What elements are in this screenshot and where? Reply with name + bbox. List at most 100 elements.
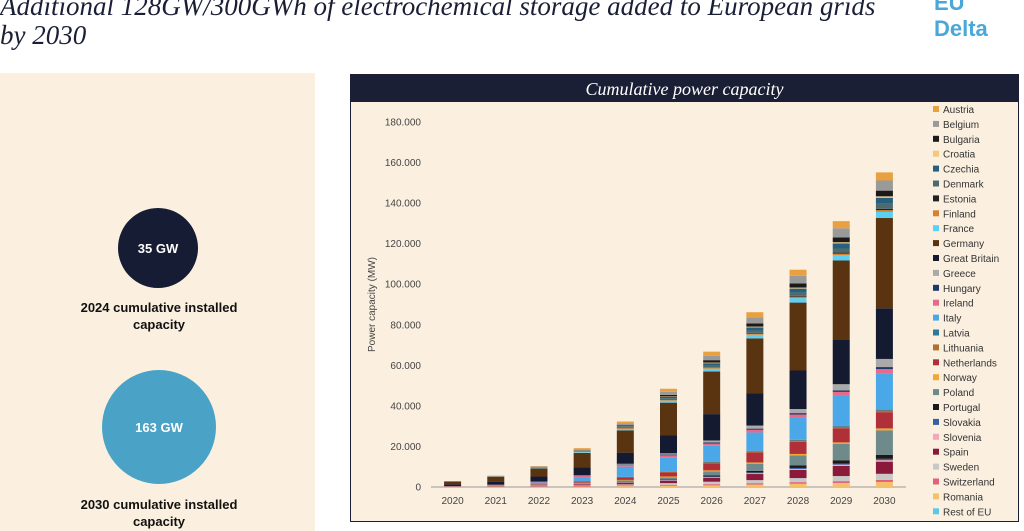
bar-segment-finland xyxy=(789,296,807,299)
bar-segment-ireland xyxy=(875,369,893,374)
bar-segment-croatia xyxy=(789,287,807,289)
bar-segment-sweden xyxy=(832,476,850,482)
bar-segment-norway xyxy=(789,453,807,456)
bar-segment-austria xyxy=(703,351,721,356)
y-tick-label: 40.000 xyxy=(390,401,421,412)
bar-segment-norway xyxy=(746,462,764,464)
capacity-2030-circle: 163 GW xyxy=(102,370,216,484)
legend-swatch xyxy=(933,269,939,276)
bar-segment-slovenia xyxy=(832,464,850,466)
bar-segment-italy xyxy=(789,417,807,440)
legend-item: Switzerland xyxy=(943,478,995,489)
bar-segment-germany xyxy=(573,452,591,468)
bar-segment-germany xyxy=(530,468,548,477)
bar-segment-great-britain xyxy=(660,435,677,454)
bar-segment-latvia xyxy=(703,461,721,463)
legend-item: Hungary xyxy=(943,284,981,295)
bar-segment-ireland xyxy=(530,481,548,483)
bar-segment-czechia xyxy=(789,288,807,293)
bar-segment-germany xyxy=(616,430,634,453)
legend-item: Portugal xyxy=(943,403,980,414)
bar-segment-great-britain xyxy=(875,308,893,359)
brand-logo: EU Delta xyxy=(934,0,988,41)
legend-item: Great Britain xyxy=(943,254,999,265)
y-tick-label: 120.000 xyxy=(385,239,422,250)
bar-segment-austria xyxy=(746,312,764,318)
legend-item: Netherlands xyxy=(943,358,997,369)
bar-segment-hungary xyxy=(746,428,764,430)
bar-segment-germany xyxy=(444,481,462,485)
legend-item: Estonia xyxy=(943,194,977,205)
bar-segment-latvia xyxy=(832,425,850,427)
bar-segment-sweden xyxy=(703,481,721,485)
bar-segment-norway xyxy=(832,442,850,445)
bar-segment-belgium xyxy=(746,317,764,324)
legend-swatch xyxy=(933,329,939,336)
bar-segment-france xyxy=(832,255,850,261)
legend-swatch xyxy=(933,255,939,261)
bar-segment-portugal xyxy=(789,465,807,468)
bar-segment-denmark xyxy=(660,398,677,400)
legend-swatch xyxy=(933,463,939,470)
bar-segment-sweden xyxy=(875,473,893,480)
bar-segment-greece xyxy=(789,409,807,414)
legend-item: Croatia xyxy=(943,150,976,161)
bar-segment-netherlands xyxy=(660,472,677,477)
bar-segment-ireland xyxy=(660,455,677,458)
capacity-2024-value: 35 GW xyxy=(137,240,179,256)
bar-segment-hungary xyxy=(660,454,677,456)
bar-segment-portugal xyxy=(660,479,677,480)
bar-segment-ireland xyxy=(573,476,591,478)
bar-segment-bulgaria xyxy=(875,190,893,197)
bar-segment-italy xyxy=(530,482,548,485)
y-tick-label: 0 xyxy=(415,483,421,494)
bar-segment-spain xyxy=(660,480,677,484)
chart-svg: 0 20.000 40.000 60.000 80.000 100.000 120.000 1… xyxy=(367,105,999,518)
bar-segment-netherlands xyxy=(616,477,634,480)
y-tick-label: 20.000 xyxy=(390,442,421,453)
bar-segment-finland xyxy=(875,210,893,212)
legend-swatch xyxy=(933,195,939,202)
legend-item: Austria xyxy=(943,105,975,116)
bar-segment-germany xyxy=(660,402,677,436)
bar-segment-spain xyxy=(703,477,721,482)
bar-segment-greece xyxy=(875,358,893,368)
bar-segment-switzerland xyxy=(789,482,807,484)
bar-segment-lithuania xyxy=(832,426,850,429)
bar-segment-spain xyxy=(875,461,893,474)
bar-segment-denmark xyxy=(703,365,721,368)
bar-segment-austria xyxy=(660,388,677,392)
x-tick-label: 2027 xyxy=(744,496,767,507)
capacity-2030-value: 163 GW xyxy=(135,419,183,435)
legend-item: Bulgaria xyxy=(943,135,980,146)
y-tick-label: 60.000 xyxy=(390,361,421,372)
bar-segment-austria xyxy=(832,221,850,229)
bar-segment-italy xyxy=(703,445,721,462)
bar-segment-germany xyxy=(875,218,893,309)
bar-segment-czechia xyxy=(703,363,721,366)
summary-panel: 35 GW 2024 cumulative installed capacity… xyxy=(0,73,315,531)
bar-segment-lithuania xyxy=(789,440,807,442)
bar-segment-hungary xyxy=(875,367,893,370)
legend-swatch xyxy=(933,404,939,410)
bar-segment-romania xyxy=(616,486,634,487)
bar-segment-denmark xyxy=(832,248,850,253)
bar-segment-bulgaria xyxy=(616,425,634,427)
y-tick-label: 80.000 xyxy=(390,320,421,331)
bar-segment-slovenia xyxy=(875,460,893,462)
legend-swatch xyxy=(933,120,939,127)
bar-segment-spain xyxy=(573,484,591,486)
bar-segment-poland xyxy=(660,477,677,480)
x-tick-label: 2026 xyxy=(701,496,724,507)
chart-title: Cumulative power capacity xyxy=(351,75,1018,102)
bar-segment-germany xyxy=(703,371,721,415)
legend-swatch xyxy=(933,180,939,187)
x-tick-label: 2029 xyxy=(830,496,853,507)
bar-segment-latvia xyxy=(789,439,807,441)
bar-segment-portugal xyxy=(832,460,850,464)
bar-segment-belgium xyxy=(875,180,893,191)
bar-segment-bulgaria xyxy=(660,394,677,397)
bar-segment-italy xyxy=(746,432,764,451)
bar-segment-romania xyxy=(703,485,721,487)
bar-segment-austria xyxy=(789,269,807,276)
